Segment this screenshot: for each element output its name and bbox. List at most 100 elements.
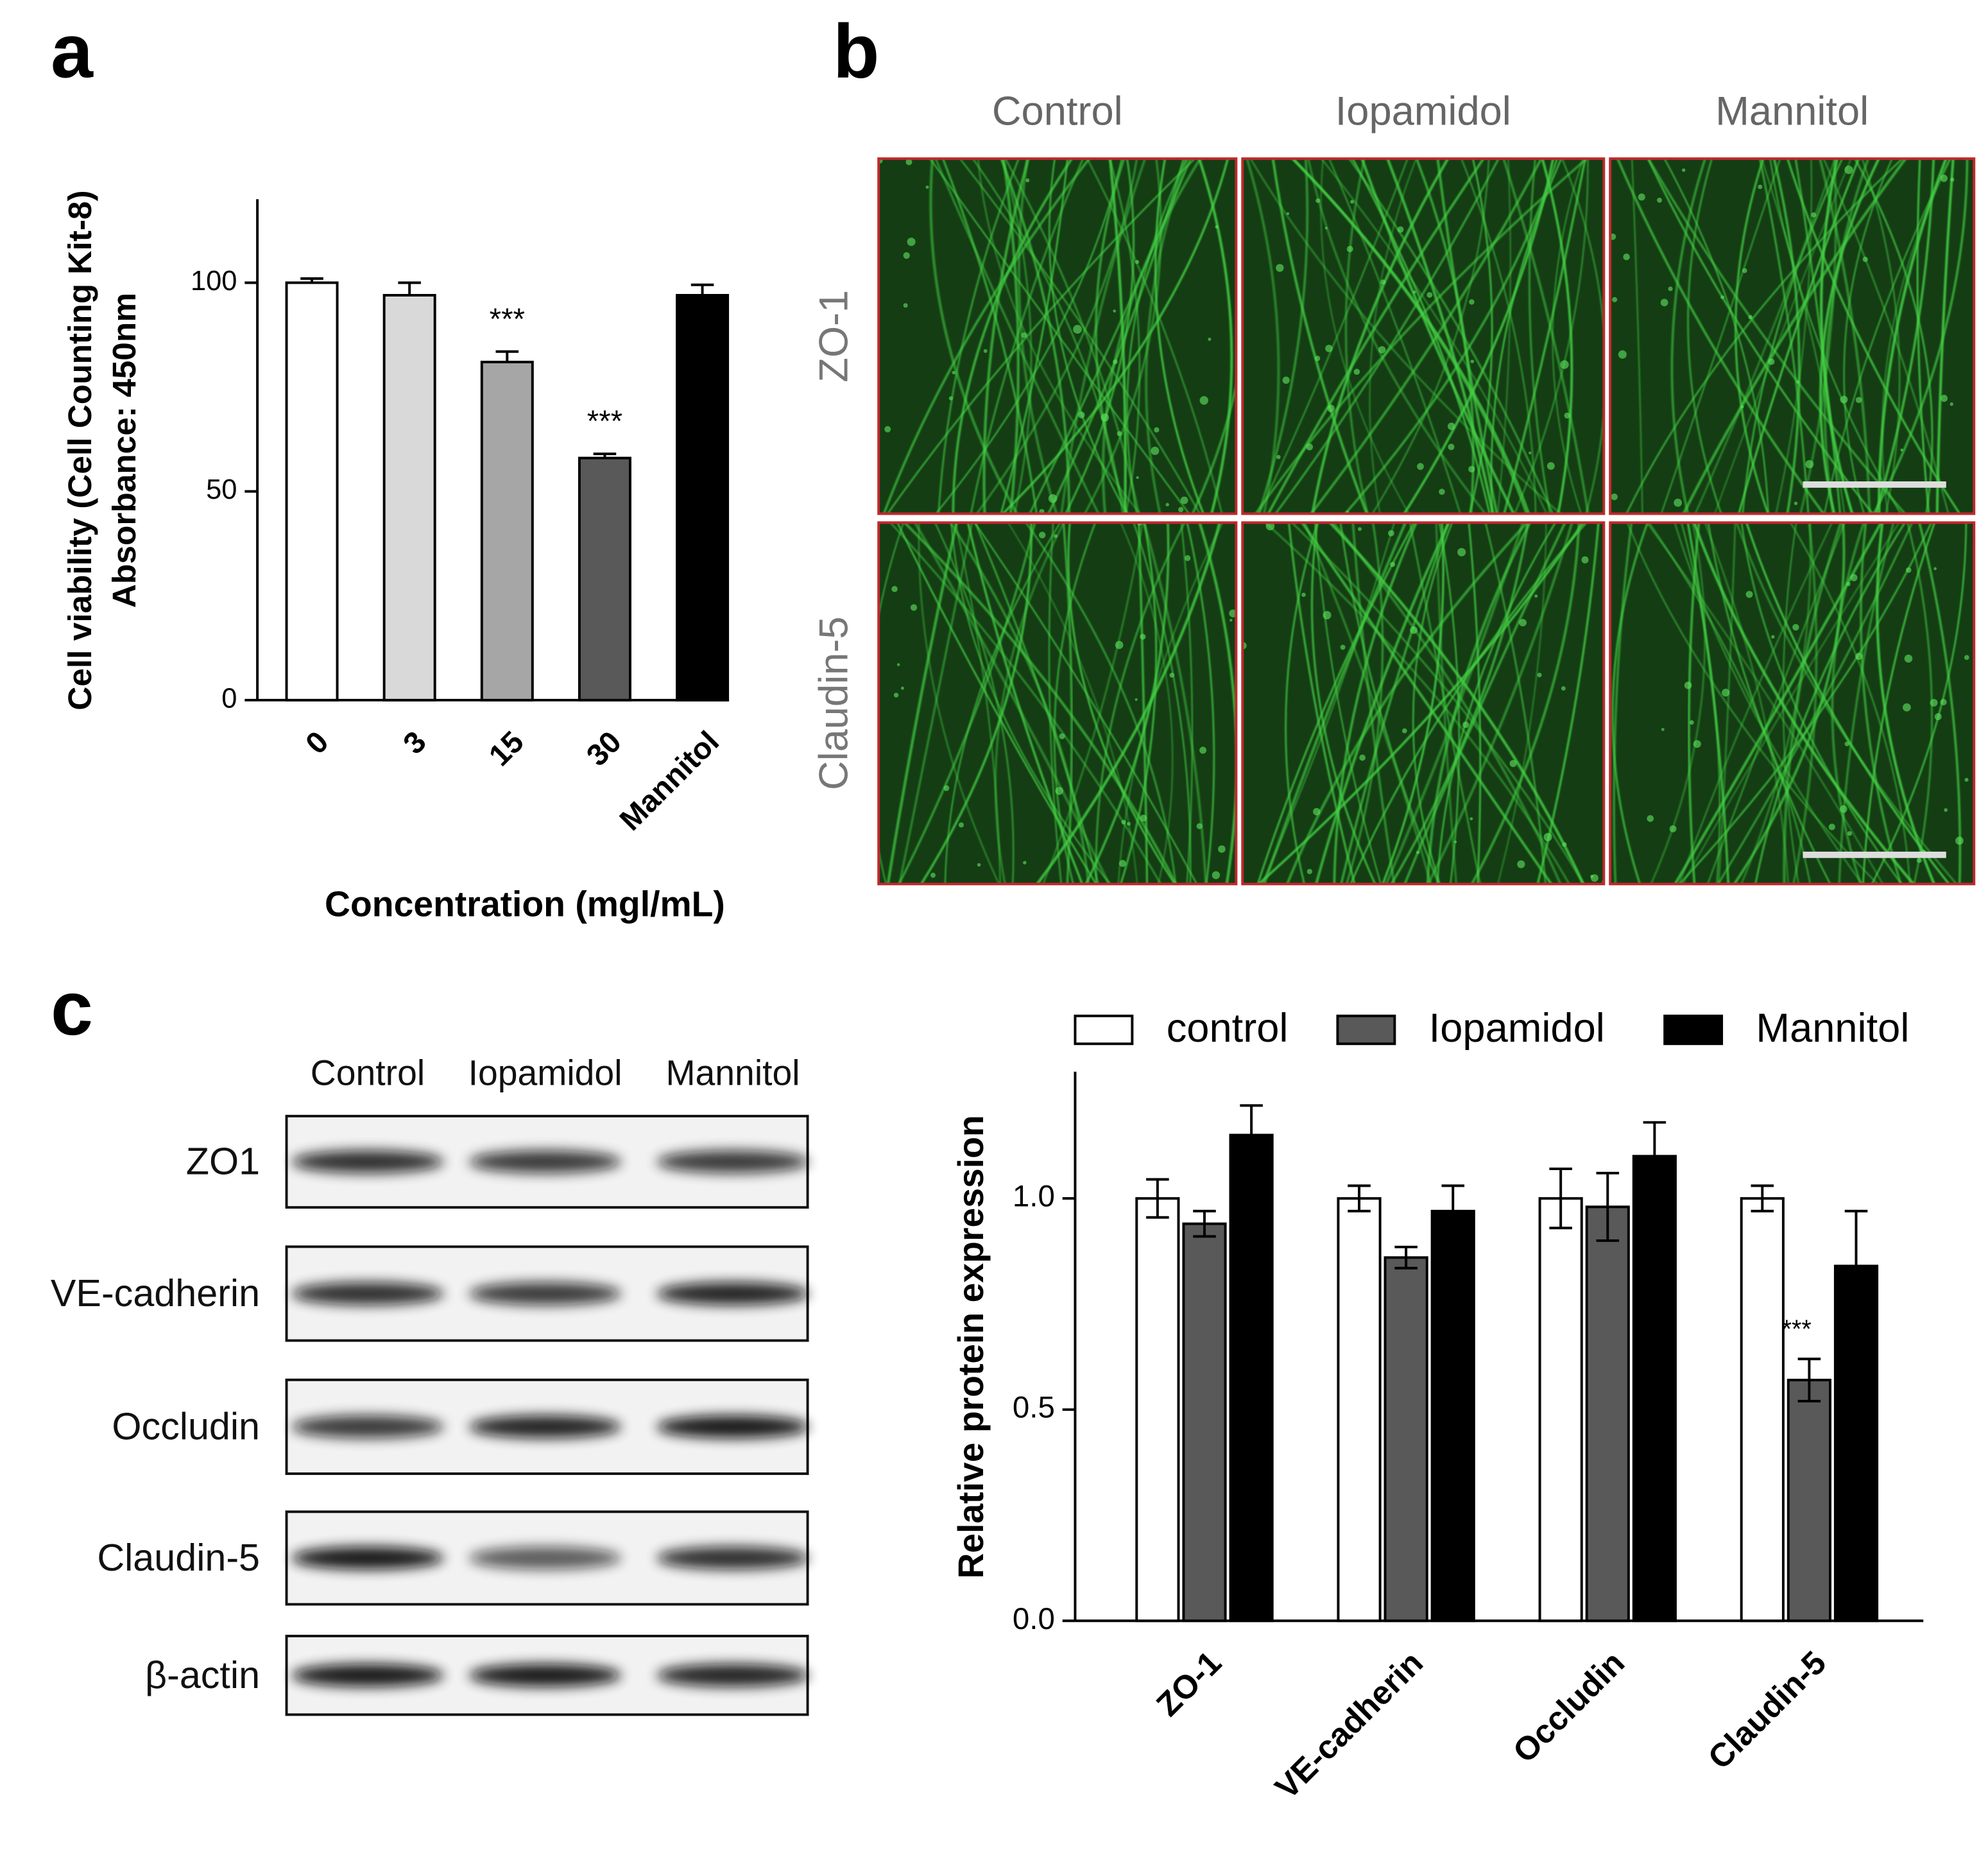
blot-band	[656, 1415, 809, 1438]
speckle	[977, 863, 981, 867]
cell-junction	[1714, 159, 1852, 514]
cell-junction	[1095, 522, 1186, 884]
cell-junction	[948, 522, 1090, 884]
micrograph	[878, 159, 1237, 514]
cell-junction	[913, 522, 1111, 884]
blot-band	[291, 1664, 444, 1687]
error-bar	[1240, 1104, 1263, 1166]
cell-junction	[1382, 522, 1444, 884]
micrograph-border	[877, 521, 1238, 886]
speckle	[1178, 506, 1184, 513]
y-tick-label: 50	[206, 474, 237, 505]
speckle	[1448, 444, 1455, 451]
cell-junction	[1718, 522, 1736, 884]
cell-junction	[889, 522, 1162, 884]
cell-junction	[1053, 522, 1097, 884]
cell-junction	[1436, 522, 1557, 884]
cell-junction	[1197, 159, 1233, 514]
speckle	[1470, 359, 1475, 363]
legend-swatch	[1074, 1014, 1134, 1046]
speckle	[1117, 431, 1122, 436]
speckle	[1447, 422, 1455, 431]
cell-junction	[1427, 522, 1573, 884]
speckle	[1462, 721, 1470, 728]
legend-label: Mannitol	[1756, 1006, 1909, 1051]
speckle	[1412, 290, 1416, 294]
speckle	[1038, 531, 1046, 539]
speckle	[1564, 412, 1570, 419]
cell-junction	[1823, 159, 1870, 514]
row-label: Claudin-5	[812, 616, 857, 790]
speckle	[1199, 396, 1208, 405]
significance: ***	[1782, 1315, 1812, 1343]
speckle	[1314, 356, 1321, 361]
bar-chart: 0 50 100 Cell viability (Cell Counting Kit-…	[62, 190, 730, 924]
legend-label: Iopamidol	[1429, 1006, 1605, 1051]
row-label: ZO-1	[812, 290, 857, 383]
error-bar	[398, 281, 421, 295]
speckle	[1306, 443, 1314, 451]
speckle	[1758, 184, 1763, 189]
cell-junction	[1351, 522, 1396, 884]
cell-junction	[982, 159, 1030, 514]
cell-junction	[1004, 159, 1140, 514]
speckle	[1768, 358, 1775, 365]
speckle	[1611, 493, 1618, 501]
speckle	[1136, 476, 1139, 479]
cell-junction	[1415, 159, 1475, 514]
speckle	[1693, 740, 1701, 748]
cell-junction	[1108, 159, 1127, 514]
significance: ***	[587, 404, 622, 438]
cell-junction	[1759, 159, 1810, 514]
speckle	[1353, 368, 1360, 375]
cell-junction	[882, 159, 1091, 514]
x-axis-title: Concentration (mgl/mL)	[325, 884, 725, 924]
speckle	[1964, 777, 1969, 782]
speckle	[903, 252, 910, 259]
error-bar	[690, 283, 714, 295]
cell-junction	[1645, 522, 1884, 884]
speckle	[900, 686, 904, 690]
cell-junction	[1328, 159, 1461, 514]
cell-junction	[1738, 159, 1860, 514]
speckle	[1955, 836, 1964, 845]
speckle	[1638, 193, 1645, 201]
cell-junction	[896, 522, 1097, 884]
y-axis-title: Absorbance: 450nm	[106, 293, 142, 608]
cell-junction	[1333, 522, 1418, 884]
cell-junction	[1137, 522, 1149, 884]
cell-junction	[944, 522, 1061, 884]
bar	[1384, 1256, 1428, 1623]
bar	[285, 281, 339, 702]
cell-junction	[1769, 159, 1902, 514]
cell-junction	[1343, 159, 1559, 514]
speckle	[891, 585, 898, 592]
speckle	[1212, 871, 1221, 879]
cell-junction	[1536, 522, 1600, 884]
micrograph-border	[1241, 157, 1606, 515]
speckle	[1416, 850, 1420, 854]
cell-junction	[1083, 159, 1162, 514]
bar	[1538, 1197, 1583, 1623]
speckle	[1078, 411, 1085, 418]
speckle	[1427, 292, 1433, 298]
speckle	[903, 303, 908, 308]
speckle	[1135, 698, 1138, 701]
cell-junction	[1613, 522, 1633, 884]
cell-junction	[1838, 522, 1895, 884]
speckle	[1805, 460, 1814, 469]
speckle	[1950, 177, 1955, 182]
speckle	[907, 237, 916, 246]
speckle	[1748, 315, 1753, 320]
speckle	[1720, 295, 1725, 300]
cell-junction	[1670, 159, 1707, 514]
speckle	[983, 349, 988, 353]
speckle	[1215, 225, 1219, 229]
y-axis-title: Cell viability (Cell Counting Kit-8)	[62, 190, 98, 710]
speckle	[1457, 547, 1466, 556]
speckle	[952, 370, 956, 375]
speckle	[1862, 256, 1868, 263]
speckle	[1561, 686, 1566, 691]
cell-junction	[902, 522, 1178, 884]
cell-junction	[1878, 159, 1948, 514]
